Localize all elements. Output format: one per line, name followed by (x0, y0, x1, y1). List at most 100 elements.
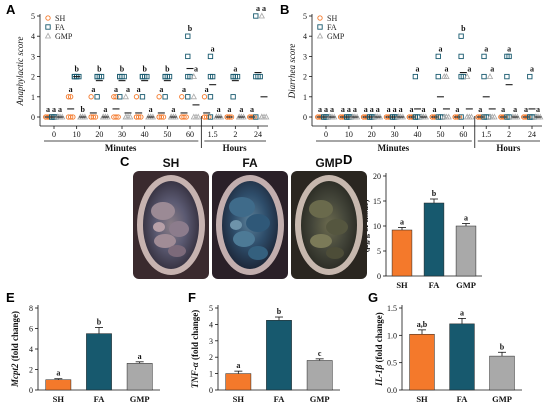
significance-letter: b (461, 24, 466, 33)
y-axis-label: Diarrhea score (287, 44, 297, 100)
x-tick-label: 1.5 (208, 130, 218, 139)
y-tick-label: 8 (29, 304, 33, 313)
significance-letter: a (205, 85, 209, 94)
significance-letter: a (524, 105, 528, 114)
x-tick-label: FA (429, 280, 441, 290)
data-point-fa (139, 73, 146, 80)
y-tick-label: 1 (31, 93, 35, 102)
y-axis-label-unit: (fold change) (10, 311, 20, 364)
data-point-fa (117, 94, 123, 100)
data-point-gmp (491, 113, 498, 120)
significance-letter: a (438, 44, 442, 53)
data-point-gmp (463, 113, 471, 120)
data-point-gmp (122, 93, 129, 100)
significance-letter: a (138, 352, 142, 361)
significance-letter: a (467, 65, 471, 74)
significance-letter: b (74, 65, 79, 74)
x-tick-label: SH (396, 280, 408, 290)
y-tick-label: 3 (31, 52, 35, 61)
data-point-sh (133, 94, 140, 100)
significance-letter: a (211, 44, 215, 53)
x-group-label-minutes: Minutes (378, 143, 410, 153)
photo-gmp-abdomen (291, 171, 367, 279)
data-point-sh (179, 94, 185, 100)
data-point-gmp (263, 113, 270, 120)
data-point-sh (88, 94, 94, 100)
significance-letter: a (236, 361, 240, 370)
data-point-gmp (463, 73, 471, 79)
legend-label-sh: SH (55, 14, 65, 23)
y-tick-label: 3 (209, 337, 213, 346)
bar-sh (391, 229, 413, 277)
y-tick-label: 1.0 (387, 331, 397, 340)
data-point-gmp (486, 113, 494, 120)
bar-gmp (306, 360, 333, 391)
data-point-fa (185, 33, 191, 39)
significance-letter: a (182, 85, 186, 94)
significance-letter: a (490, 65, 494, 74)
legend-label-sh: SH (327, 14, 337, 23)
significance-letter: b (277, 307, 282, 316)
significance-letter: a (444, 65, 448, 74)
legend-marker-sh (45, 15, 51, 21)
x-tick-label: 30 (118, 130, 126, 139)
data-point-fa (527, 114, 533, 120)
panel-e-mcpt2-chart: 0 2 4 6 8 Mcpt2 (fold change) a SH b FA a GMP (10, 304, 160, 404)
x-tick-label: 20 (95, 130, 103, 139)
significance-letter: a (318, 105, 322, 114)
significance-letter: b (120, 65, 125, 74)
significance-letter: a (194, 65, 198, 74)
data-point-sh (65, 94, 72, 100)
legend-label-gmp: GMP (327, 32, 345, 41)
bar-gmp (455, 225, 477, 277)
y-tick-label: 0.5 (387, 359, 397, 368)
data-point-sh (115, 114, 121, 120)
data-point-fa (94, 94, 100, 100)
significance-letter: a (507, 44, 511, 53)
significance-letter: a (399, 105, 403, 114)
significance-letter: a (393, 105, 397, 114)
data-point-fa (139, 94, 146, 100)
significance-letter: a (103, 105, 107, 114)
data-point-fa (210, 73, 216, 80)
x-tick-label: 60 (459, 130, 467, 139)
data-point-gmp (190, 73, 197, 79)
x-tick-label: FA (274, 394, 286, 404)
legend-marker-sh (317, 15, 323, 21)
panel-letter-e: E (6, 290, 15, 305)
significance-letter: a (432, 105, 436, 114)
panel-g-il1b-chart: 0.00.51.01.5IL-1β (fold change) a,bSHaFAb… (374, 304, 522, 404)
significance-letter: a (536, 105, 540, 114)
significance-letter: a (330, 105, 334, 114)
x-tick-label: GMP (456, 280, 476, 290)
data-point-sh (68, 114, 74, 120)
x-tick-label: SH (233, 394, 245, 404)
data-point-gmp (190, 93, 197, 100)
y-tick-label: 1 (303, 93, 307, 102)
data-point-sh (201, 114, 208, 120)
panel-a-anaphylactic-chart: 0 1 2 3 4 5 Anaphylactic score 0 10 20 30 40 50 60 1.5… (15, 4, 270, 153)
significance-letter: a (347, 105, 351, 114)
significance-letter: a (52, 105, 56, 114)
y-tick-label: 1.5 (387, 304, 397, 313)
y-axis-label-gene: IL-1β (374, 364, 384, 386)
x-tick-label: 1.5 (481, 130, 491, 139)
significance-letter: a (159, 85, 163, 94)
x-group-label-minutes: Minutes (105, 143, 137, 153)
bar-sh (409, 333, 435, 391)
significance-letter: a (217, 105, 221, 114)
x-tick-label: SH (53, 394, 65, 404)
x-tick-label: FA (94, 394, 106, 404)
x-tick-label: 60 (186, 130, 194, 139)
significance-letter: b (500, 342, 505, 351)
y-tick-label: 0 (31, 113, 35, 122)
data-point-fa (253, 114, 259, 120)
photo-fa-abdomen (212, 171, 288, 279)
panel-letter-a: A (6, 2, 16, 17)
y-tick-label: 20 (373, 172, 381, 181)
data-point-sh (179, 114, 185, 120)
panel-letter-c: C (120, 154, 130, 169)
x-tick-label: 10 (345, 130, 353, 139)
data-point-gmp (443, 73, 450, 79)
significance-letter: a (256, 4, 260, 13)
